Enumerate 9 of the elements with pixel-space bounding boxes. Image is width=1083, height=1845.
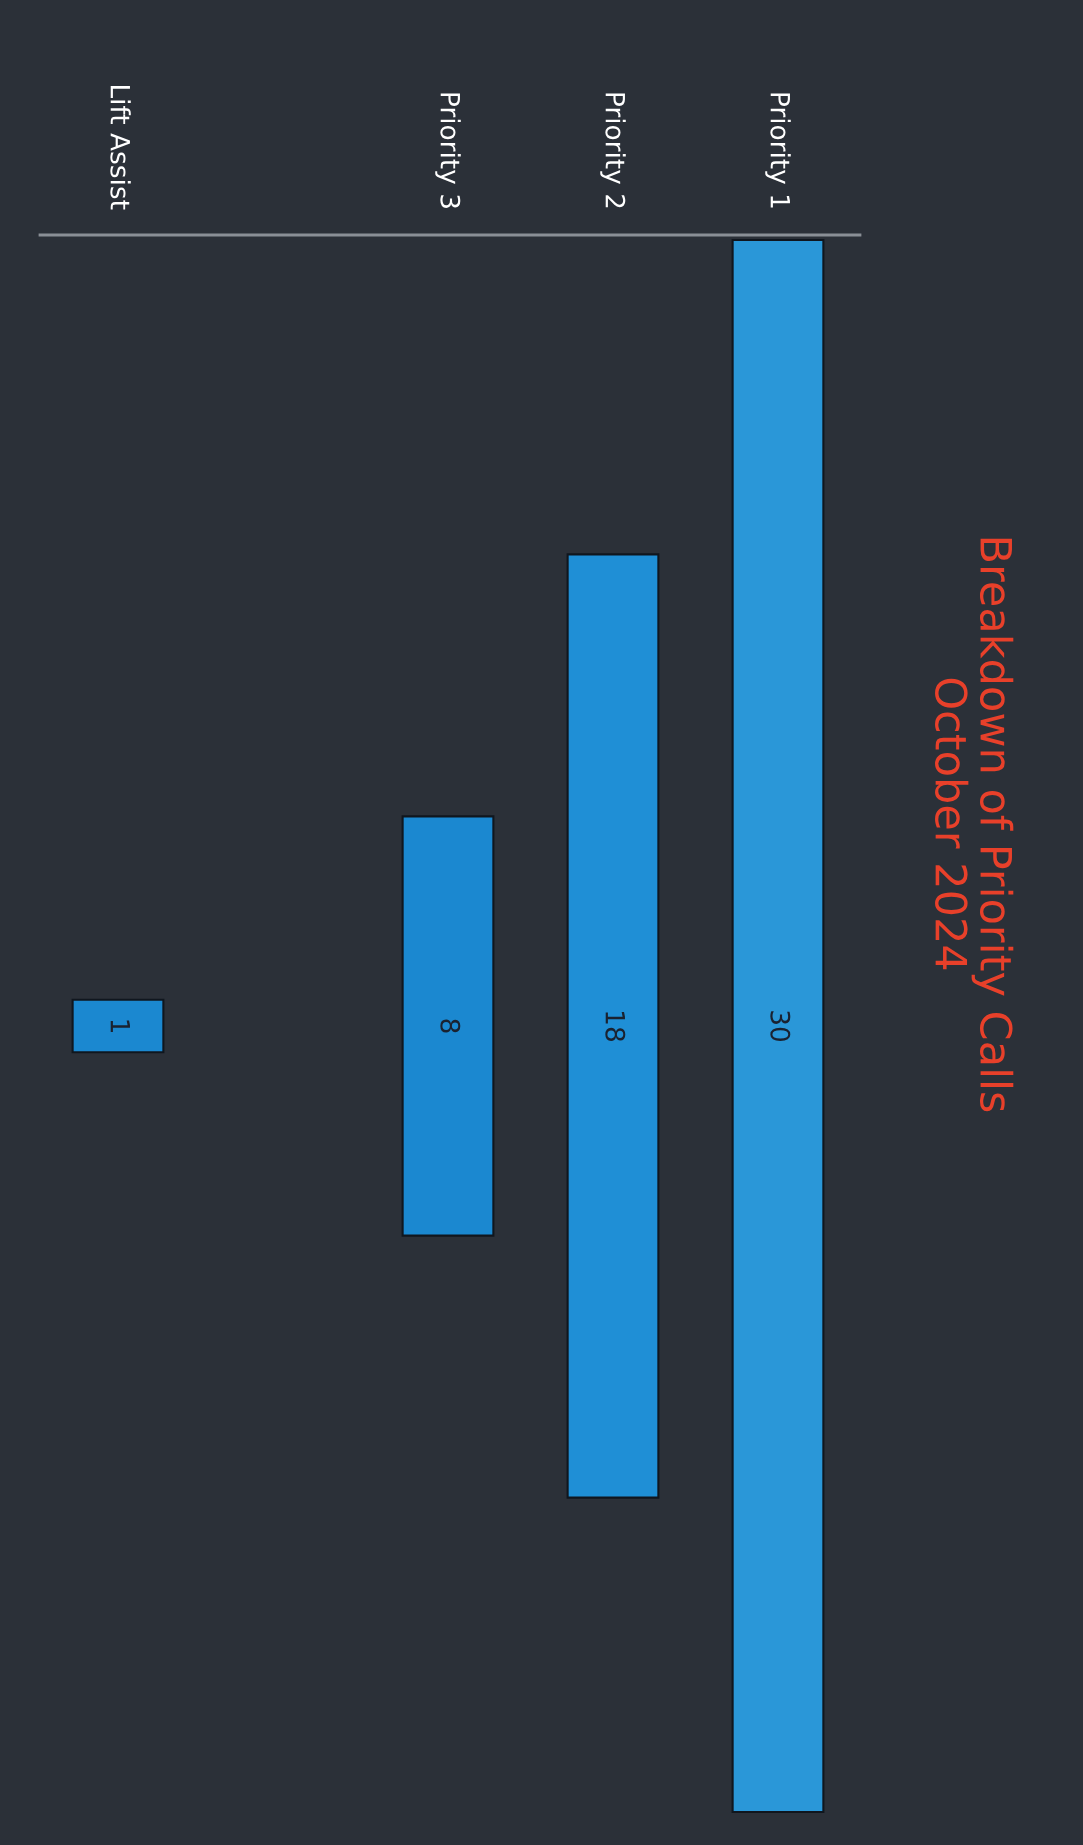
text: Breakdown of Priority Calls October 2024 xyxy=(935,538,1014,1112)
category-label: Priority 3 xyxy=(435,93,461,208)
data-label: 8 xyxy=(440,1019,461,1033)
data-label: 30 xyxy=(770,1011,791,1042)
category-label: Priority 1 xyxy=(765,93,791,208)
data-label: 1 xyxy=(110,1020,130,1032)
category-label: Priority 2 xyxy=(600,93,626,208)
data-label: 18 xyxy=(605,1012,626,1041)
category-label: Lift Assist xyxy=(110,86,131,210)
